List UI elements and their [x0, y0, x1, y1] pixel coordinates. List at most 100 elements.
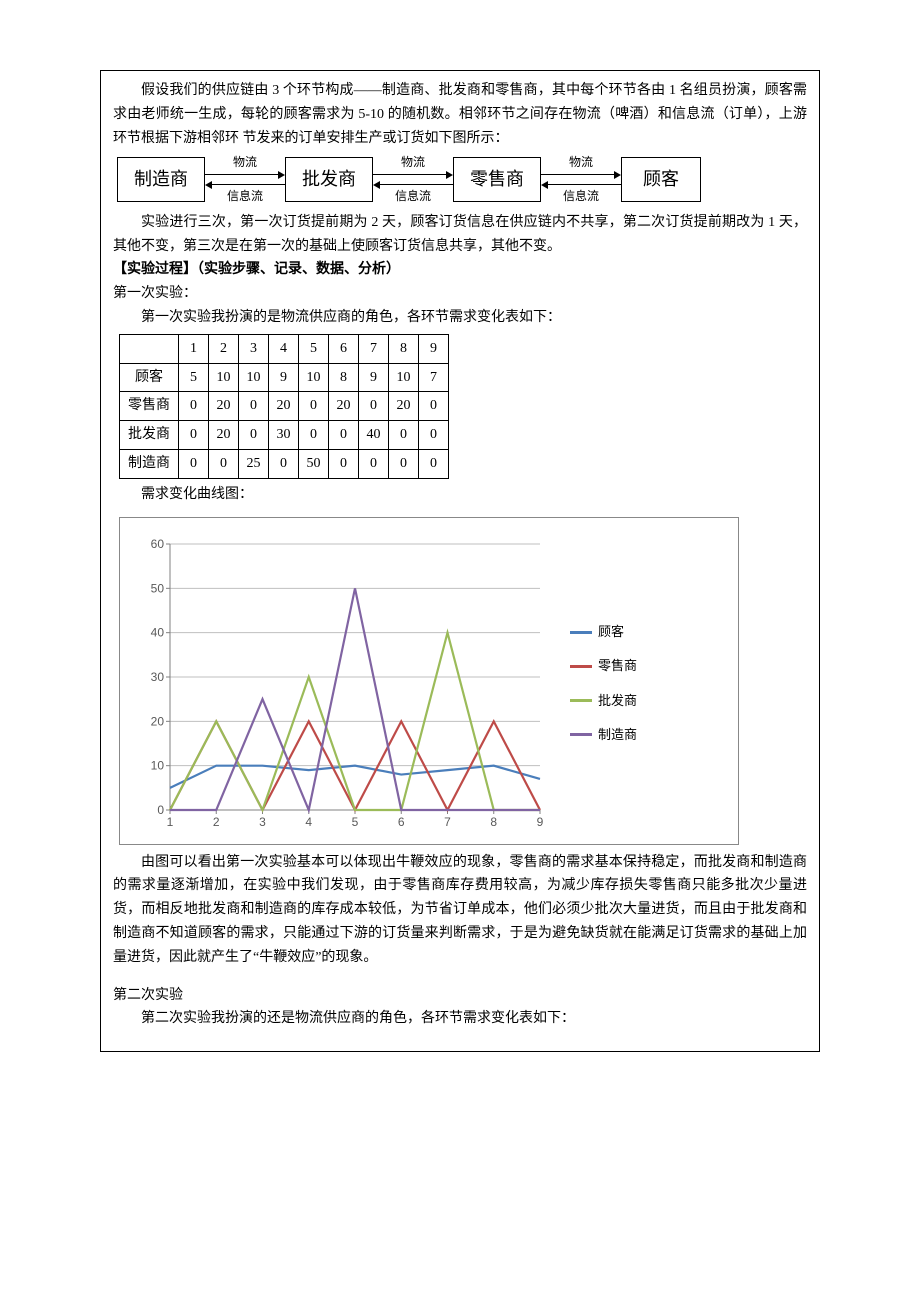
svg-text:20: 20 — [151, 714, 165, 728]
table-cell: 5 — [179, 363, 209, 392]
svg-text:7: 7 — [444, 815, 451, 829]
analysis-paragraph-1: 由图可以看出第一次实验基本可以体现出牛鞭效应的现象，零售商的需求基本保持稳定，而… — [113, 851, 807, 970]
legend-label: 零售商 — [598, 655, 637, 677]
flow-connector: 物流 信息流 — [373, 156, 453, 202]
table-row-header: 制造商 — [120, 449, 179, 478]
legend-swatch — [570, 699, 592, 702]
intro-paragraph-1: 假设我们的供应链由 3 个环节构成——制造商、批发商和零售商，其中每个环节各由 … — [113, 79, 807, 150]
table-cell: 0 — [269, 449, 299, 478]
experiment-2-intro: 第二次实验我扮演的还是物流供应商的角色，各环节需求变化表如下： — [113, 1007, 807, 1031]
table-cell: 0 — [209, 449, 239, 478]
flow-label-bottom: 信息流 — [205, 190, 285, 203]
flow-label-bottom: 信息流 — [541, 190, 621, 203]
flow-node-manufacturer: 制造商 — [117, 157, 205, 202]
legend-label: 批发商 — [598, 690, 637, 712]
table-cell: 0 — [299, 392, 329, 421]
table-cell: 10 — [239, 363, 269, 392]
table-cell: 0 — [329, 449, 359, 478]
table-cell: 0 — [179, 421, 209, 450]
table-header-cell: 3 — [239, 334, 269, 363]
chart-caption: 需求变化曲线图： — [113, 483, 807, 507]
chart-legend: 顾客零售商批发商制造商 — [550, 534, 728, 834]
table-cell: 0 — [389, 449, 419, 478]
table-header-cell: 2 — [209, 334, 239, 363]
svg-text:2: 2 — [213, 815, 220, 829]
table-cell: 0 — [359, 449, 389, 478]
table-cell: 0 — [419, 449, 449, 478]
table-cell: 0 — [179, 392, 209, 421]
table-header-cell: 8 — [389, 334, 419, 363]
table-cell: 25 — [239, 449, 269, 478]
table-cell: 20 — [209, 392, 239, 421]
svg-text:50: 50 — [151, 581, 165, 595]
flow-label-top: 物流 — [541, 156, 621, 169]
table-cell: 0 — [359, 392, 389, 421]
experiment-1-intro: 第一次实验我扮演的是物流供应商的角色，各环节需求变化表如下： — [113, 306, 807, 330]
svg-text:8: 8 — [490, 815, 497, 829]
flow-node-customer: 顾客 — [621, 157, 701, 202]
table-cell: 9 — [269, 363, 299, 392]
supply-chain-flow-diagram: 制造商 物流 信息流 批发商 物流 信息流 零售商 物流 信息流 顾客 — [113, 156, 807, 202]
svg-text:4: 4 — [305, 815, 312, 829]
table-cell: 0 — [179, 449, 209, 478]
table-header-cell: 7 — [359, 334, 389, 363]
table-cell: 10 — [299, 363, 329, 392]
svg-text:30: 30 — [151, 670, 165, 684]
table-row-header: 批发商 — [120, 421, 179, 450]
legend-item: 零售商 — [570, 655, 728, 677]
section-header-process: 【实验过程】（实验步骤、记录、数据、分析） — [113, 258, 807, 282]
table-cell: 0 — [419, 421, 449, 450]
legend-label: 制造商 — [598, 724, 637, 746]
table-cell: 20 — [329, 392, 359, 421]
experiment-2-title: 第二次实验 — [113, 984, 807, 1008]
table-cell: 10 — [209, 363, 239, 392]
flow-node-retailer: 零售商 — [453, 157, 541, 202]
svg-text:60: 60 — [151, 537, 165, 551]
table-cell: 0 — [239, 392, 269, 421]
table-cell: 0 — [389, 421, 419, 450]
document-frame: 假设我们的供应链由 3 个环节构成——制造商、批发商和零售商，其中每个环节各由 … — [100, 70, 820, 1052]
demand-chart-1: 0102030405060123456789 顾客零售商批发商制造商 — [119, 517, 739, 845]
table-header-cell — [120, 334, 179, 363]
table-cell: 20 — [269, 392, 299, 421]
legend-label: 顾客 — [598, 621, 624, 643]
svg-text:10: 10 — [151, 758, 165, 772]
experiment-1-title: 第一次实验： — [113, 282, 807, 306]
table-cell: 20 — [389, 392, 419, 421]
table-cell: 9 — [359, 363, 389, 392]
svg-text:0: 0 — [157, 803, 164, 817]
legend-swatch — [570, 665, 592, 668]
table-header-cell: 5 — [299, 334, 329, 363]
legend-item: 顾客 — [570, 621, 728, 643]
table-cell: 0 — [299, 421, 329, 450]
flow-label-top: 物流 — [205, 156, 285, 169]
table-cell: 0 — [329, 421, 359, 450]
flow-connector: 物流 信息流 — [541, 156, 621, 202]
table-header-cell: 6 — [329, 334, 359, 363]
svg-text:6: 6 — [398, 815, 405, 829]
flow-node-wholesaler: 批发商 — [285, 157, 373, 202]
table-header-cell: 4 — [269, 334, 299, 363]
svg-text:3: 3 — [259, 815, 266, 829]
flow-label-top: 物流 — [373, 156, 453, 169]
svg-text:1: 1 — [167, 815, 174, 829]
table-row-header: 零售商 — [120, 392, 179, 421]
legend-item: 制造商 — [570, 724, 728, 746]
table-cell: 10 — [389, 363, 419, 392]
table-row-header: 顾客 — [120, 363, 179, 392]
table-cell: 50 — [299, 449, 329, 478]
table-cell: 30 — [269, 421, 299, 450]
flow-label-bottom: 信息流 — [373, 190, 453, 203]
flow-connector: 物流 信息流 — [205, 156, 285, 202]
legend-swatch — [570, 631, 592, 634]
table-header-cell: 1 — [179, 334, 209, 363]
table-header-cell: 9 — [419, 334, 449, 363]
table-cell: 7 — [419, 363, 449, 392]
svg-text:9: 9 — [537, 815, 544, 829]
table-cell: 0 — [419, 392, 449, 421]
table-cell: 40 — [359, 421, 389, 450]
demand-table-1: 123456789顾客5101091089107零售商0200200200200… — [119, 334, 449, 479]
line-chart-svg: 0102030405060123456789 — [130, 534, 550, 834]
svg-text:40: 40 — [151, 625, 165, 639]
legend-item: 批发商 — [570, 690, 728, 712]
